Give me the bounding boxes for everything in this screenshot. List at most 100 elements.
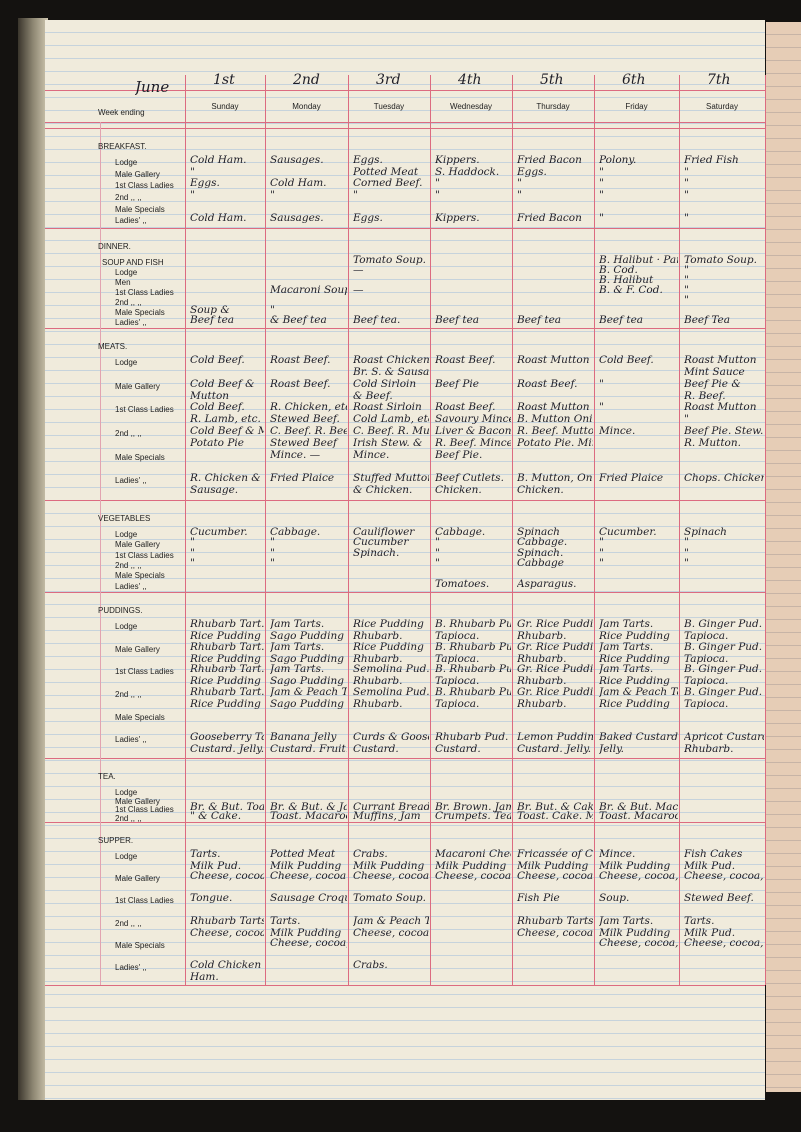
menu-entry: Rhubarb. — [353, 675, 403, 688]
menu-entry: Jam Tarts. — [270, 663, 325, 676]
menu-entry: " — [599, 212, 604, 225]
menu-entry: Tarts. — [270, 914, 301, 927]
menu-entry: B. Mutton Onion S. — [517, 413, 593, 426]
menu-entry: & Beef tea — [270, 314, 327, 326]
menu-entry: R. Beef. Mutton — [517, 425, 593, 437]
row-label: 1st Class Ladies — [115, 667, 174, 677]
row-label: Lodge — [115, 622, 138, 631]
menu-entry: Mutton — [190, 389, 230, 402]
menu-entry: " — [684, 536, 689, 549]
menu-entry: Curds & Gooseberries — [353, 731, 429, 744]
menu-entry: B. Ginger Pud. — [684, 640, 763, 653]
menu-entry: Br. But. & Cake — [517, 801, 593, 813]
menu-entry: Custard. Jelly. — [190, 743, 264, 756]
menu-entry: Crabs. — [353, 848, 388, 860]
menu-entry: Rice Pudding — [190, 675, 261, 688]
menu-entry: Milk Pudding — [435, 860, 507, 872]
menu-entry: Ham. — [190, 970, 219, 983]
row-label: Lodge — [115, 158, 138, 167]
menu-entry: " & Cake. — [190, 809, 242, 822]
menu-entry: Rice Pudding — [599, 675, 670, 688]
menu-entry: " — [517, 189, 522, 201]
menu-entry: Cheese, cocoa etc. — [270, 870, 347, 883]
menu-entry: Roast Mutton — [684, 354, 757, 366]
book-binding — [18, 18, 48, 1100]
menu-entry: Cold Beef. — [190, 401, 245, 414]
menu-entry: Beef tea — [190, 314, 235, 326]
menu-entry: Jam Tarts. — [599, 640, 654, 653]
menu-entry: " — [270, 304, 275, 316]
menu-entry: Beef tea. — [353, 314, 401, 326]
menu-entry: Milk Pudding — [353, 860, 425, 872]
menu-entry: Cold Chicken & — [190, 958, 264, 971]
rule-line — [45, 985, 765, 986]
menu-entry: Custard. Jelly. — [517, 743, 592, 756]
menu-entry: Rhubarb Tart. — [190, 640, 264, 653]
menu-entry: Cold Ham. — [190, 154, 247, 166]
menu-entry: " — [353, 189, 358, 201]
menu-entry: Cheese, cocoa, etc. — [684, 936, 764, 949]
menu-entry: Rice Pudding — [190, 698, 261, 710]
menu-entry: Potted Meat — [353, 165, 419, 178]
menu-entry: Rice Pudding — [599, 630, 670, 642]
menu-entry: Beef Pie — [435, 377, 480, 390]
menu-entry: " — [270, 546, 275, 559]
menu-entry: B. Cod. — [599, 264, 638, 276]
day-name: Saturday — [705, 102, 739, 111]
menu-entry: Rhubarb. — [353, 630, 403, 642]
menu-entry: Fish Pie — [517, 892, 560, 905]
menu-entry: Tapioca. — [435, 630, 480, 642]
menu-entry: " — [190, 546, 195, 559]
date: 1st — [213, 72, 235, 88]
menu-entry: Fried Bacon — [517, 212, 582, 225]
menu-entry: R. Lamb, etc. — [190, 413, 261, 426]
row-label: Male Specials — [115, 712, 165, 722]
row-label: 2nd ,, ,, — [115, 429, 142, 438]
menu-entry: Mince. — [353, 448, 390, 461]
menu-entry: Custard. — [435, 743, 481, 756]
row-label: Ladies' ,, — [115, 216, 147, 226]
menu-entry: Tomato Soup. — [684, 254, 757, 266]
menu-entry: " — [684, 177, 689, 190]
row-label: Male Gallery — [115, 540, 160, 550]
menu-entry: Sago Pudding — [270, 698, 344, 710]
week-ending-label: Week ending — [98, 108, 145, 117]
date: 4th — [458, 72, 482, 88]
menu-entry: Banana Jelly — [270, 731, 337, 744]
menu-entry: Cabbage. — [435, 526, 486, 538]
row-label: Male Specials — [115, 204, 165, 214]
menu-entry: B. Rhubarb Pud. — [435, 686, 511, 698]
menu-entry: B. Halibut · Parsley S. — [599, 254, 678, 266]
menu-entry: " — [435, 189, 440, 201]
menu-entry: Roast Mutton — [684, 401, 757, 414]
menu-entry: Rhubarb. — [684, 743, 734, 756]
menu-entry: B. Ginger Pud. — [684, 663, 763, 676]
menu-entry: " — [190, 189, 195, 201]
menu-entry: Beef tea — [435, 314, 480, 326]
menu-entry: Soup. — [599, 892, 630, 905]
menu-entry: " — [684, 294, 689, 306]
ledger-page — [45, 20, 765, 1100]
menu-entry: Cheese, cocoa, etc. — [353, 870, 429, 883]
menu-entry: Roast Mutton — [517, 354, 590, 366]
menu-entry: R. Beef. — [684, 389, 726, 402]
menu-entry: Fried Bacon — [517, 154, 582, 166]
menu-entry: " — [435, 546, 440, 559]
menu-entry: " — [599, 189, 604, 201]
menu-entry: Stewed Beef. — [684, 892, 754, 905]
menu-entry: B. Ginger Pud. — [684, 686, 763, 698]
menu-entry: Spinach — [684, 526, 727, 538]
date: 7th — [707, 72, 731, 88]
menu-entry: Rice Pudding — [190, 652, 261, 665]
menu-entry: — — [353, 284, 364, 296]
menu-entry: " — [684, 165, 689, 178]
menu-entry: Rhubarb Tart. — [190, 663, 264, 676]
day-name: Monday — [292, 102, 321, 111]
row-label: 2nd ,, ,, — [115, 690, 142, 699]
menu-entry: " — [599, 165, 604, 178]
menu-entry: Potted Meat — [270, 848, 336, 860]
menu-entry: Gr. Rice Pudding — [517, 686, 593, 698]
menu-entry: B. & F. Cod. — [599, 284, 663, 296]
menu-entry: Chops. Chicken — [684, 472, 764, 485]
